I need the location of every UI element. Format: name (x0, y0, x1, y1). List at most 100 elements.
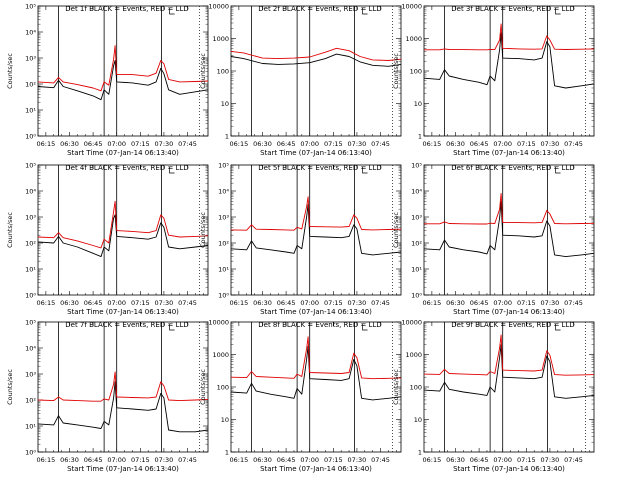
y-tick-label: 10⁰ (25, 292, 36, 300)
x-axis-label: Start Time (07-Jan-14 06:13:40) (67, 465, 179, 473)
x-axis-label: Start Time (07-Jan-14 06:13:40) (453, 308, 565, 316)
x-tick-label: 07:45 (564, 456, 583, 464)
y-tick-label: 10⁵ (411, 162, 422, 170)
x-tick-label: 06:45 (84, 456, 103, 464)
y-tick-label: 10⁵ (25, 319, 36, 327)
x-tick-label: 06:30 (446, 140, 465, 148)
series-lld-line (423, 334, 595, 376)
plot-frame (37, 321, 209, 453)
bracket-marker (169, 8, 175, 15)
y-tick-label: 1000 (405, 35, 422, 43)
series-events-line (37, 214, 209, 258)
x-tick-label: 07:45 (564, 140, 583, 148)
x-tick-label: 06:15 (37, 140, 56, 148)
y-tick-label: 10000 (401, 3, 422, 11)
y-axis-label: Counts/sec (392, 53, 400, 89)
x-tick-label: 07:30 (541, 299, 560, 307)
chart-panel: Det 2f BLACK = Events, RED = LLD 06:15 06:… (199, 3, 402, 157)
y-tick-label: 100 (410, 384, 422, 392)
x-tick-label: 06:45 (84, 299, 103, 307)
chart-panel: Det 6f BLACK = Events, RED = LLD 06:15 06:… (392, 162, 595, 316)
y-axis-label: Counts/sec (6, 369, 14, 405)
x-tick-label: 07:15 (324, 456, 343, 464)
x-tick-label: 07:15 (131, 299, 150, 307)
x-tick-label: 07:30 (541, 456, 560, 464)
x-tick-label: 06:30 (253, 140, 272, 148)
x-tick-label: 07:00 (300, 299, 319, 307)
y-tick-label: 10 (221, 416, 229, 424)
y-tick-label: 10¹ (218, 266, 229, 274)
x-tick-label: 07:15 (517, 456, 536, 464)
y-tick-label: 1000 (405, 351, 422, 359)
series-lld-line (37, 371, 209, 402)
x-axis-label: Start Time (07-Jan-14 06:13:40) (67, 149, 179, 157)
y-tick-label: 10⁵ (218, 162, 229, 170)
y-tick-label: 10000 (401, 319, 422, 327)
bracket-marker (362, 324, 368, 331)
y-tick-label: 1000 (212, 351, 229, 359)
x-tick-label: 07:15 (131, 456, 150, 464)
chart-title: Det 4f BLACK = Events, RED = LLD (65, 164, 188, 172)
x-tick-label: 07:15 (517, 299, 536, 307)
y-tick-label: 10² (25, 81, 36, 89)
y-tick-label: 10⁰ (218, 292, 229, 300)
bracket-marker (169, 324, 175, 331)
x-tick-label: 06:45 (470, 456, 489, 464)
chart-title: Det 9f BLACK = Events, RED = LLD (451, 321, 574, 329)
chart-title: Det 8f BLACK = Events, RED = LLD (258, 321, 381, 329)
y-tick-label: 10² (411, 240, 422, 248)
y-tick-label: 10000 (208, 3, 229, 11)
y-tick-label: 10¹ (25, 107, 36, 115)
x-tick-label: 07:00 (493, 456, 512, 464)
x-tick-label: 06:30 (60, 140, 79, 148)
chart-panel: Det 1f BLACK = Events, RED = LLD 06:15 06:… (6, 3, 209, 157)
plot-frame (423, 164, 595, 296)
y-axis-label: Counts/sec (6, 53, 14, 89)
series-lld-line (230, 196, 402, 231)
chart-panel: Det 3f BLACK = Events, RED = LLD 06:15 06:… (392, 3, 595, 157)
chart-panel: Det 4f BLACK = Events, RED = LLD 06:15 06:… (6, 162, 209, 316)
x-tick-label: 06:45 (277, 140, 296, 148)
y-tick-label: 10⁴ (411, 188, 422, 196)
x-tick-label: 06:30 (60, 299, 79, 307)
series-lld-line (37, 200, 209, 249)
x-tick-label: 07:15 (517, 140, 536, 148)
x-tick-label: 07:30 (348, 140, 367, 148)
y-axis-label: Counts/sec (199, 212, 207, 248)
y-tick-label: 1 (225, 133, 229, 141)
bracket-marker (362, 8, 368, 15)
y-tick-label: 10³ (25, 214, 36, 222)
chart-title: Det 6f BLACK = Events, RED = LLD (451, 164, 574, 172)
series-events-line (37, 60, 209, 101)
x-tick-label: 06:45 (470, 299, 489, 307)
x-tick-label: 07:45 (564, 299, 583, 307)
x-tick-label: 07:00 (300, 456, 319, 464)
y-axis-label: Counts/sec (392, 212, 400, 248)
x-axis-label: Start Time (07-Jan-14 06:13:40) (453, 465, 565, 473)
x-tick-label: 06:15 (230, 299, 249, 307)
series-lld-line (424, 193, 595, 225)
x-axis-label: Start Time (07-Jan-14 06:13:40) (260, 308, 372, 316)
x-tick-label: 07:45 (178, 140, 197, 148)
y-tick-label: 10 (414, 416, 422, 424)
x-axis-label: Start Time (07-Jan-14 06:13:40) (453, 149, 565, 157)
x-tick-label: 07:30 (348, 299, 367, 307)
x-tick-label: 07:30 (155, 299, 174, 307)
y-tick-label: 10⁴ (25, 345, 36, 353)
y-tick-label: 10² (218, 240, 229, 248)
y-tick-label: 10000 (208, 319, 229, 327)
y-tick-label: 10⁰ (25, 449, 36, 457)
y-tick-label: 1 (418, 449, 422, 457)
bracket-marker (555, 8, 561, 15)
x-tick-label: 06:15 (423, 456, 442, 464)
y-tick-label: 10³ (411, 214, 422, 222)
y-tick-label: 10¹ (411, 266, 422, 274)
y-tick-label: 1 (225, 449, 229, 457)
chart-panel: Det 7f BLACK = Events, RED = LLD 06:15 06:… (6, 319, 209, 473)
x-tick-label: 07:45 (178, 456, 197, 464)
y-axis-label: Counts/sec (392, 369, 400, 405)
chart-title: Det 3f BLACK = Events, RED = LLD (451, 5, 574, 13)
x-axis-label: Start Time (07-Jan-14 06:13:40) (260, 465, 372, 473)
chart-panel: Det 8f BLACK = Events, RED = LLD 06:15 06:… (199, 319, 402, 473)
